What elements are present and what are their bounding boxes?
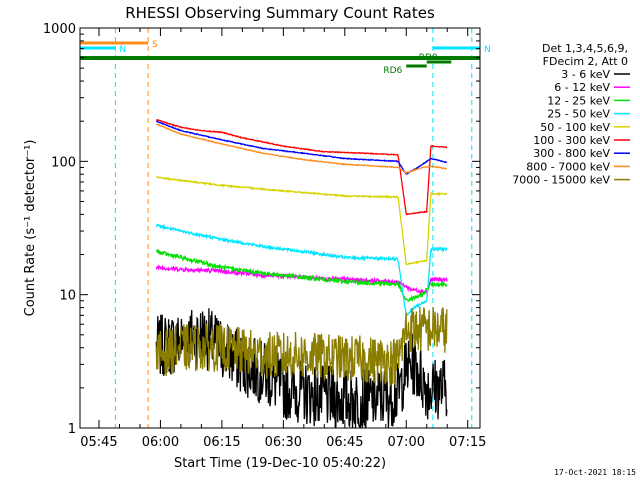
series-line-6 <box>155 120 448 175</box>
legend-entry-label: 7000 - 15000 keV <box>512 174 610 187</box>
flag-1: N <box>80 45 126 55</box>
chart-title: RHESSI Observing Summary Count Rates <box>125 4 435 22</box>
legend-header-line-2: FDecim 2, Att 0 <box>543 55 628 68</box>
series-line-4 <box>155 175 448 266</box>
x-axis-label: Start Time (19-Dec-10 05:40:22) <box>174 456 386 471</box>
series-line-5 <box>156 118 448 216</box>
series-line-7 <box>155 123 448 175</box>
series-line-0 <box>155 308 448 428</box>
legend: Det 1,3,4,5,6,9, FDecim 2, Att 0 3 - 6 k… <box>512 42 630 187</box>
y-tick-label: 1000 <box>43 22 76 37</box>
legend-entry-label: 50 - 100 keV <box>540 121 610 134</box>
x-tick-label: 07:00 <box>388 435 425 450</box>
flag-0: S <box>80 40 158 50</box>
timestamp-footer: 17-Oct-2021 18:15 <box>554 468 636 477</box>
flag-label-4: RD6 <box>383 66 402 76</box>
legend-entry-label: 25 - 50 keV <box>547 108 610 121</box>
legend-entry-label: 3 - 6 keV <box>561 68 610 81</box>
legend-header-line-1: Det 1,3,4,5,6,9, <box>542 42 628 55</box>
x-axis: 05:45 06:00 06:15 06:30 06:45 07:00 07:15 <box>80 28 486 450</box>
flag-4: RD6 <box>383 64 427 76</box>
x-tick-label: 06:15 <box>203 435 240 450</box>
y-axis: 1 10 100 1000 <box>43 22 480 437</box>
x-tick-label: 06:30 <box>265 435 302 450</box>
x-tick-label: 06:45 <box>326 435 363 450</box>
flag-5: RD0 <box>419 53 452 64</box>
y-axis-label: Count Rate (s⁻¹ detector⁻¹) <box>23 140 38 317</box>
y-tick-label: 1 <box>68 422 76 437</box>
flag-label-5: RD0 <box>419 53 438 63</box>
plot-area: S N N RD6 RD0 <box>80 28 491 428</box>
legend-entry-label: 12 - 25 keV <box>547 94 610 107</box>
x-tick-label: 05:45 <box>80 435 117 450</box>
flag-label-0: S <box>152 40 158 50</box>
x-tick-label: 07:15 <box>449 435 486 450</box>
flag-2: N <box>432 45 491 55</box>
y-tick-label: 10 <box>59 289 76 304</box>
y-tick-label: 100 <box>51 155 76 170</box>
series-line-3 <box>155 223 448 317</box>
plot-frame <box>79 27 481 429</box>
legend-entry-label: 100 - 300 keV <box>533 134 610 147</box>
legend-entry-label: 300 - 800 keV <box>533 147 610 160</box>
legend-entry-label: 6 - 12 keV <box>554 81 610 94</box>
flag-label-1: N <box>119 45 126 55</box>
series-line-2 <box>155 248 448 303</box>
flag-label-2: N <box>484 45 491 55</box>
x-tick-label: 06:00 <box>142 435 179 450</box>
series-line-8 <box>155 306 448 387</box>
legend-entry-label: 800 - 7000 keV <box>526 160 610 173</box>
